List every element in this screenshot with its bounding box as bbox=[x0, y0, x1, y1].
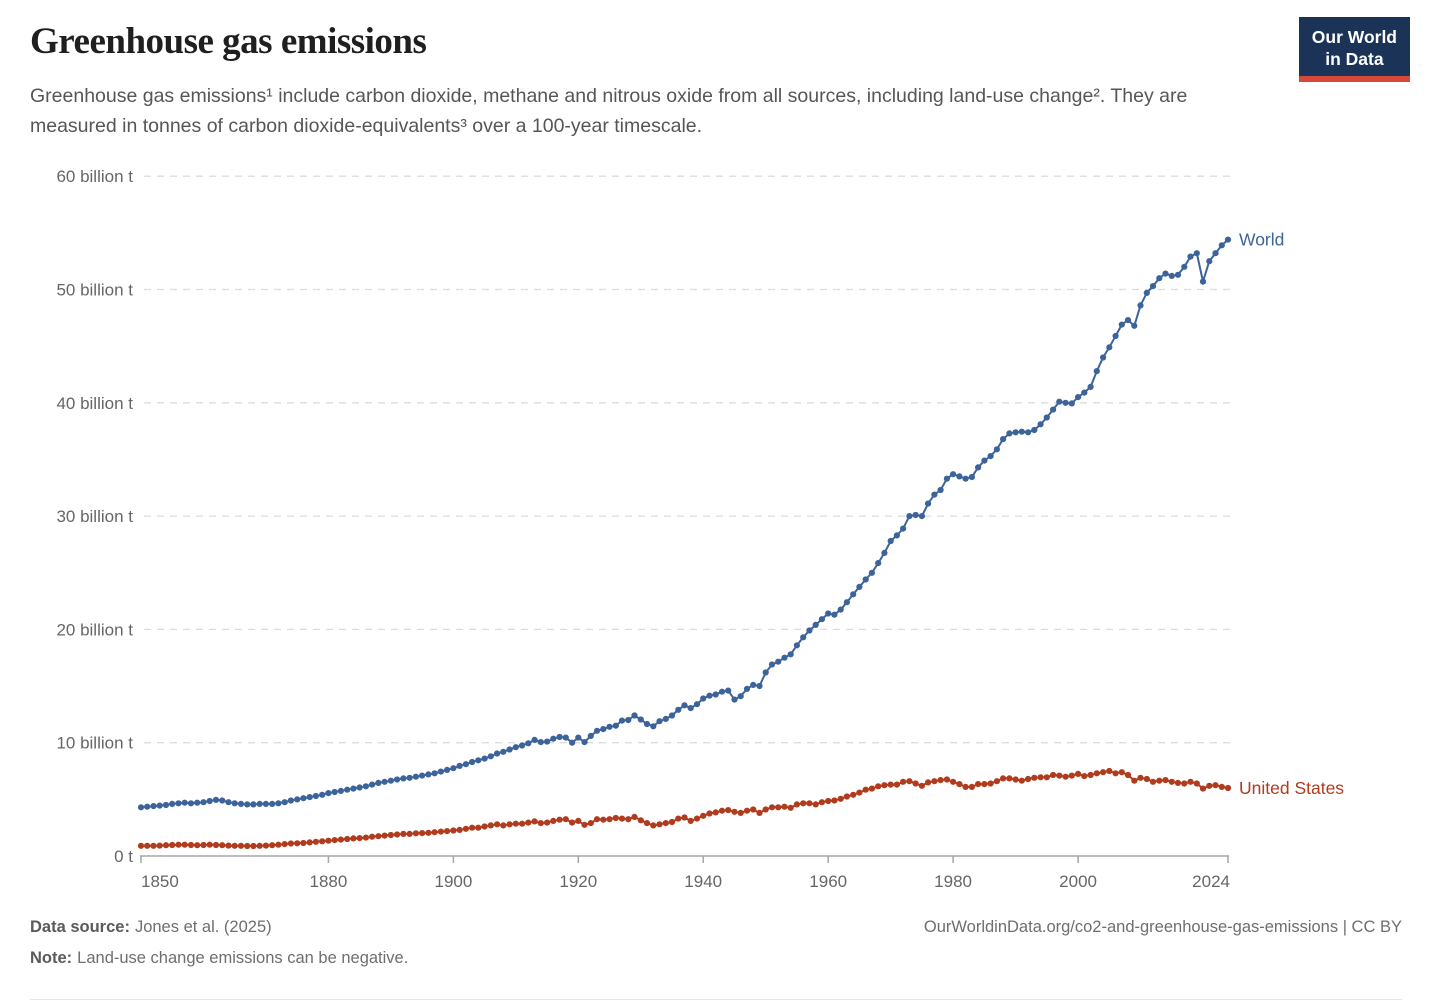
x-axis: 1850 1880 1900 1920 1940 1960 1980 2000 2024 bbox=[140, 855, 1230, 891]
svg-text:0 t: 0 t bbox=[114, 847, 133, 866]
citation-link[interactable]: OurWorldinData.org/co2-and-greenhouse-ga… bbox=[923, 918, 1402, 936]
bottom-divider bbox=[30, 999, 1402, 1000]
chart-footer: Data source: Jones et al. (2025) OurWorld… bbox=[0, 918, 1432, 968]
svg-text:1880: 1880 bbox=[309, 872, 347, 891]
chart-subtitle: Greenhouse gas emissions¹ include carbon… bbox=[30, 85, 1188, 138]
svg-text:1980: 1980 bbox=[934, 872, 972, 891]
y-axis-labels: 0 t 10 billion t 20 billion t 30 billion t 4… bbox=[56, 167, 133, 866]
svg-text:2000: 2000 bbox=[1059, 872, 1097, 891]
svg-text:2024: 2024 bbox=[1192, 872, 1230, 891]
note-label: Note: bbox=[30, 949, 73, 967]
data-source-value: Jones et al. (2025) bbox=[134, 918, 272, 936]
chart-note: Note: Land-use change emissions can be ne… bbox=[0, 949, 1432, 968]
united-states-series[interactable]: United States bbox=[137, 767, 1344, 850]
svg-text:1940: 1940 bbox=[684, 872, 722, 891]
svg-text:60 billion t: 60 billion t bbox=[56, 167, 133, 186]
note-value: Land-use change emissions can be negativ… bbox=[77, 949, 409, 967]
owid-logo-line2: in Data bbox=[1325, 49, 1384, 70]
svg-text:10 billion t: 10 billion t bbox=[56, 734, 133, 753]
svg-text:30 billion t: 30 billion t bbox=[56, 507, 133, 526]
svg-text:50 billion t: 50 billion t bbox=[56, 281, 133, 300]
emissions-line-chart: 0 t 10 billion t 20 billion t 30 billion t 4… bbox=[56, 167, 1344, 891]
page-title: Greenhouse gas emissions bbox=[30, 21, 427, 62]
series-end-label: United States bbox=[1239, 778, 1344, 798]
svg-text:40 billion t: 40 billion t bbox=[56, 394, 133, 413]
svg-text:1900: 1900 bbox=[434, 872, 472, 891]
svg-text:20 billion t: 20 billion t bbox=[56, 620, 133, 639]
svg-text:1920: 1920 bbox=[559, 872, 597, 891]
y-gridlines bbox=[144, 175, 1232, 744]
svg-text:1960: 1960 bbox=[809, 872, 847, 891]
data-source-label: Data source: bbox=[30, 918, 130, 936]
series-end-label: World bbox=[1239, 230, 1284, 250]
world-series[interactable]: World bbox=[137, 230, 1284, 811]
owid-logo-line1: Our World bbox=[1311, 27, 1397, 47]
svg-text:1850: 1850 bbox=[141, 872, 179, 891]
owid-logo[interactable]: Our World in Data bbox=[1298, 17, 1410, 82]
data-source: Data source: Jones et al. (2025) bbox=[30, 918, 272, 937]
